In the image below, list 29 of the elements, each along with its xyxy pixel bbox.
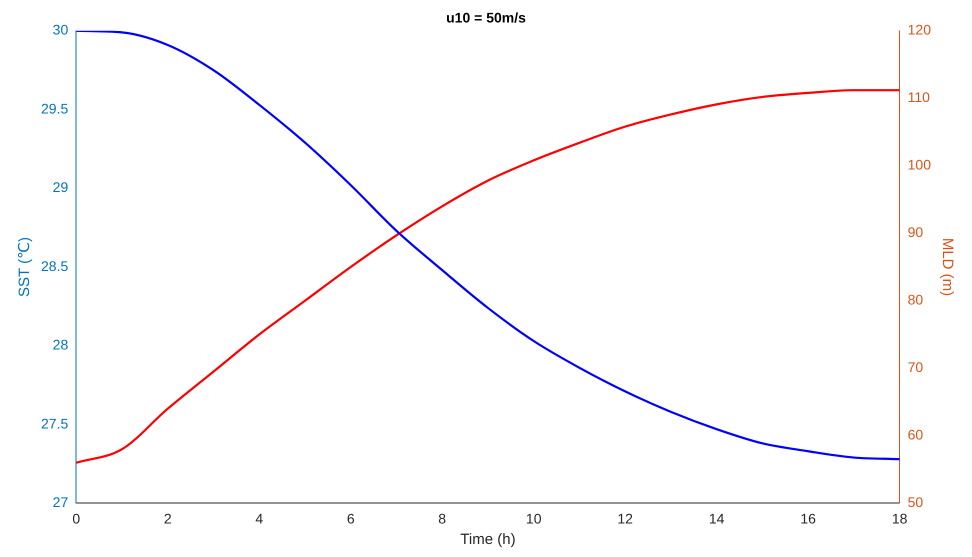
y-axis-title: SST (℃): [16, 237, 34, 297]
x-tick-label: 8: [438, 510, 446, 526]
y-tick-label: 27.5: [41, 415, 68, 432]
x-tick-label: 6: [346, 510, 355, 526]
x-tick-label: 4: [255, 510, 264, 526]
y2-tick-label: 120: [908, 22, 932, 38]
y2-tick-label: 80: [908, 292, 924, 308]
x-tick-label: 2: [164, 510, 172, 526]
y-tick-label: 28: [52, 336, 68, 353]
x-tick-label: 18: [892, 510, 908, 526]
x-axis-title: Time (h): [460, 531, 516, 548]
y2-tick-label: 60: [908, 426, 924, 443]
x-tick-label: 16: [800, 510, 816, 526]
y2-tick-label: 90: [908, 224, 924, 240]
x-tick-label: 10: [526, 510, 542, 526]
y-tick-label: 29: [52, 179, 68, 196]
y-tick-label: 28.5: [41, 258, 68, 274]
y2-tick-label: 50: [908, 494, 924, 510]
x-tick-label: 0: [72, 510, 80, 526]
y-tick-label: 27: [52, 494, 68, 510]
y2-tick-label: 110: [908, 89, 930, 106]
y2-axis-title: MLD (m): [938, 238, 956, 296]
chart-title: u10 = 50m/s: [446, 9, 526, 26]
y2-tick-label: 70: [908, 359, 924, 376]
y-tick-label: 30: [52, 22, 68, 38]
y2-tick-label: 100: [908, 156, 932, 173]
x-tick-label: 12: [617, 510, 634, 526]
x-tick-label: 14: [708, 510, 725, 526]
y-tick-label: 29.5: [41, 100, 68, 116]
